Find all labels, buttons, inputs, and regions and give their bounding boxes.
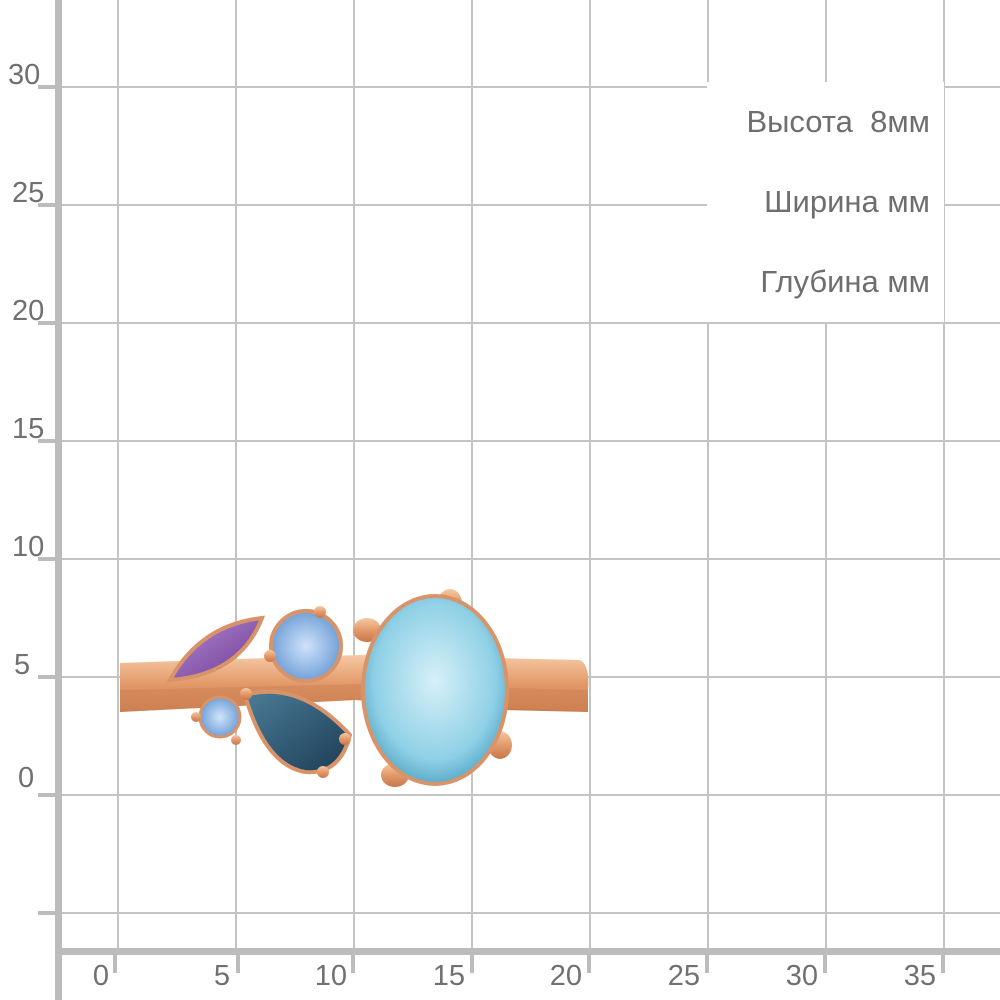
grid-line — [60, 912, 1000, 914]
grid-line — [60, 322, 1000, 324]
x-tick — [113, 955, 117, 973]
grid-line — [60, 86, 1000, 88]
grid-line — [707, 0, 709, 950]
y-tick — [38, 675, 58, 679]
prong — [240, 688, 252, 700]
grid-line — [353, 0, 355, 950]
y-tick-label: 5 — [14, 649, 31, 681]
y-tick-label: 25 — [12, 177, 45, 209]
prong — [317, 766, 329, 778]
x-tick-label: 0 — [92, 960, 109, 992]
y-tick — [38, 203, 58, 207]
x-tick-label: 10 — [314, 960, 347, 992]
grid-line — [60, 558, 1000, 560]
small-topaz — [198, 695, 242, 739]
y-tick-label: 0 — [18, 762, 35, 794]
grid-line — [825, 0, 827, 950]
x-tick — [823, 955, 827, 973]
height-label: Высота 8мм — [746, 104, 930, 139]
y-axis — [55, 0, 62, 1000]
y-tick — [38, 557, 58, 561]
dimensions-panel: Высота 8мм Ширина мм Глубина мм — [707, 82, 944, 322]
y-tick-label: 30 — [8, 59, 41, 91]
x-tick-label: 25 — [667, 960, 700, 992]
prong — [314, 606, 326, 618]
prong — [191, 712, 201, 722]
grid-line — [235, 0, 237, 950]
depth-label: Глубина мм — [760, 264, 930, 299]
x-tick — [705, 955, 709, 973]
x-tick — [351, 955, 355, 973]
x-tick — [236, 955, 240, 973]
y-tick-label: 15 — [12, 413, 45, 445]
amethyst — [166, 615, 266, 683]
grid-line — [117, 0, 119, 950]
x-tick-label: 15 — [432, 960, 465, 992]
width-label: Ширина мм — [764, 184, 930, 219]
x-tick — [587, 955, 591, 973]
x-tick-label: 5 — [213, 960, 230, 992]
x-axis — [55, 948, 1000, 955]
x-tick-label: 35 — [903, 960, 936, 992]
prong — [264, 650, 276, 662]
london-blue-topaz — [242, 689, 353, 775]
grid-line — [589, 0, 591, 950]
light-blue-topaz — [269, 609, 343, 683]
y-tick-label: 20 — [12, 295, 45, 327]
grid-line — [943, 0, 945, 950]
y-tick — [38, 439, 58, 443]
prong — [231, 735, 241, 745]
grid-line — [60, 794, 1000, 796]
x-tick — [941, 955, 945, 973]
sky-topaz — [361, 594, 509, 786]
y-tick-label: 10 — [12, 531, 45, 563]
y-tick — [38, 911, 58, 915]
grid-line — [471, 0, 473, 950]
prong — [339, 733, 351, 745]
x-tick-label: 20 — [549, 960, 582, 992]
x-tick — [470, 955, 474, 973]
grid-line — [60, 204, 1000, 206]
y-tick — [38, 321, 58, 325]
grid-line — [60, 440, 1000, 442]
y-tick — [38, 85, 58, 89]
y-tick — [38, 793, 58, 797]
x-tick-label: 30 — [785, 960, 818, 992]
